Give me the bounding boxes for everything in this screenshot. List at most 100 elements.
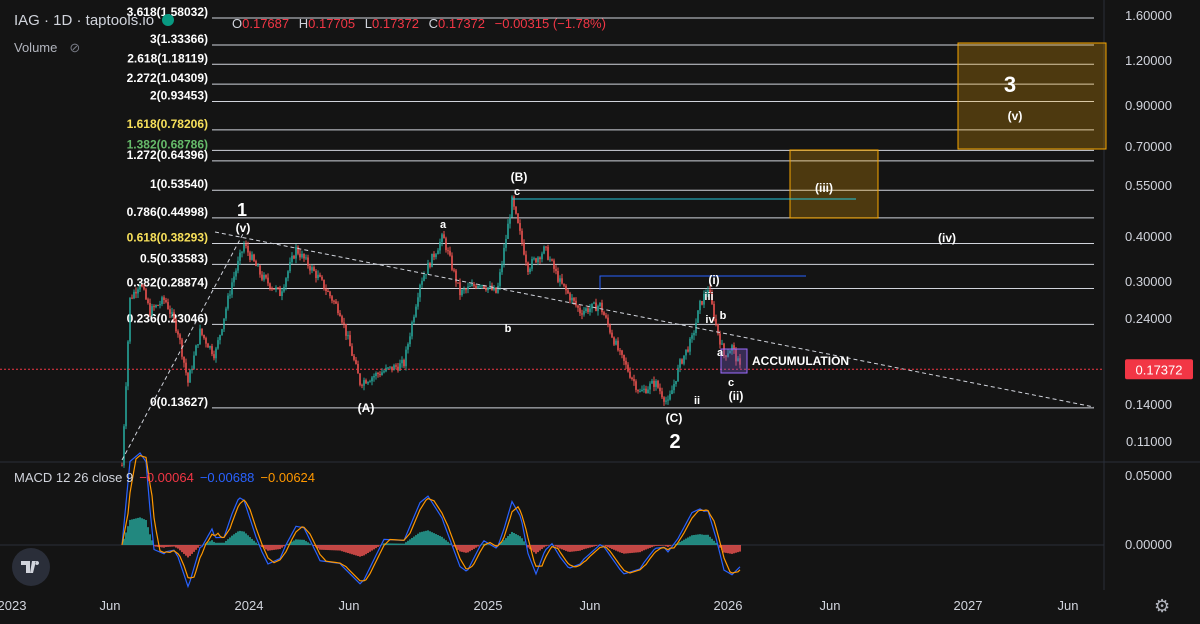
macd-histogram-bar <box>431 532 433 545</box>
macd-histogram-bar <box>465 545 467 553</box>
wave-label: b <box>720 310 727 322</box>
candle-body <box>345 323 347 336</box>
candle-body <box>237 260 239 271</box>
wave-label: iii <box>704 291 713 303</box>
macd-histogram-bar <box>731 545 733 554</box>
candle-body <box>373 376 375 378</box>
candle-body <box>697 310 699 323</box>
macd-histogram-bar <box>303 539 305 545</box>
macd-histogram-bar <box>495 545 497 546</box>
macd-histogram-bar <box>269 545 271 551</box>
macd-histogram-bar <box>535 545 537 554</box>
macd-histogram-bar <box>689 536 691 545</box>
candle-body <box>205 338 207 344</box>
macd-histogram-bar <box>245 533 247 545</box>
macd-histogram-bar <box>379 545 381 546</box>
candle-body <box>737 358 739 362</box>
candle-body <box>563 283 565 286</box>
candle-body <box>525 254 527 263</box>
macd-histogram-bar <box>445 540 447 545</box>
symbol-legend[interactable]: IAG · 1D · taptools.io <box>14 12 175 29</box>
settings-gear-icon[interactable]: ⚙ <box>1154 596 1171 616</box>
candle-body <box>457 282 459 284</box>
candle-body <box>651 380 653 384</box>
wave-label: iv <box>705 314 715 326</box>
candle-body <box>543 246 545 254</box>
candle-body <box>137 289 139 294</box>
candle-body <box>135 291 137 294</box>
time-axis-tick: 2026 <box>714 598 743 613</box>
macd-legend[interactable]: MACD 12 26 close 9 −0.00064 −0.00688 −0.006… <box>14 470 315 485</box>
candle-body <box>195 345 197 356</box>
macd-histogram-bar <box>737 545 739 553</box>
candle-body <box>165 299 167 303</box>
macd-histogram-bar <box>611 545 613 549</box>
candle-body <box>125 386 127 427</box>
macd-histogram-bar <box>483 543 485 545</box>
candle-body <box>679 359 681 368</box>
candle-body <box>541 253 543 260</box>
candle-body <box>121 465 123 467</box>
macd-histogram-bar <box>341 545 343 552</box>
macd-histogram-bar <box>393 543 395 545</box>
range-bracket <box>599 275 806 290</box>
macd-histogram-bar <box>187 545 189 558</box>
macd-histogram-bar <box>657 545 659 546</box>
candle-body <box>435 254 437 258</box>
macd-histogram-bar <box>441 536 443 545</box>
candle-body <box>199 328 201 345</box>
macd-histogram-bar <box>559 545 561 549</box>
candle-body <box>175 319 177 332</box>
candle-body <box>583 311 585 315</box>
macd-histogram-bar <box>517 535 519 545</box>
symbol-title[interactable]: IAG · 1D · taptools.io <box>14 12 155 29</box>
tradingview-logo-icon[interactable] <box>12 548 50 586</box>
hidden-eye-icon[interactable]: ⊘ <box>69 40 81 55</box>
macd-histogram-bar <box>449 543 451 545</box>
macd-histogram-bar <box>613 545 615 550</box>
candle-body <box>255 261 257 267</box>
candle-body <box>439 241 441 251</box>
price-axis-tick: 0.30000 <box>1125 274 1172 289</box>
candle-body <box>209 346 211 348</box>
wave-label: (ii) <box>729 389 744 403</box>
macd-histogram-bar <box>553 545 555 546</box>
macd-histogram-bar <box>149 534 151 545</box>
macd-histogram-bar <box>513 533 515 545</box>
candle-body <box>663 397 665 402</box>
candle-body <box>419 284 421 298</box>
candle-body <box>325 288 327 292</box>
macd-histogram-bar <box>713 540 715 545</box>
price-axis-tick: 1.20000 <box>1125 53 1172 68</box>
wave-label: 2 <box>669 431 680 453</box>
candle-body <box>671 390 673 395</box>
candle-body <box>661 391 663 398</box>
candle-body <box>707 290 709 294</box>
volume-legend[interactable]: Volume ⊘ <box>14 40 80 56</box>
candle-body <box>355 359 357 364</box>
macd-histogram-bar <box>667 545 669 548</box>
candle-body <box>303 253 305 259</box>
candle-body <box>611 332 613 338</box>
candle-body <box>549 259 551 261</box>
macd-histogram-bar <box>425 530 427 545</box>
candle-body <box>433 253 435 258</box>
candle-body <box>285 278 287 287</box>
time-axis-tick: Jun <box>1058 598 1079 613</box>
candle-body <box>387 367 389 369</box>
macd-histogram-bar <box>523 541 525 545</box>
candle-body <box>631 377 633 380</box>
macd-histogram-bar <box>237 531 239 545</box>
macd-histogram-bar <box>439 535 441 545</box>
macd-histogram-bar <box>707 534 709 545</box>
macd-histogram-bar <box>463 545 465 553</box>
macd-histogram-bar <box>271 545 273 551</box>
macd-histogram-bar <box>629 545 631 554</box>
macd-histogram-bar <box>475 545 477 548</box>
macd-line <box>121 452 741 589</box>
macd-histogram-bar <box>413 536 415 545</box>
macd-histogram-bar <box>719 545 721 548</box>
candle-body <box>407 344 409 350</box>
candle-body <box>569 293 571 301</box>
